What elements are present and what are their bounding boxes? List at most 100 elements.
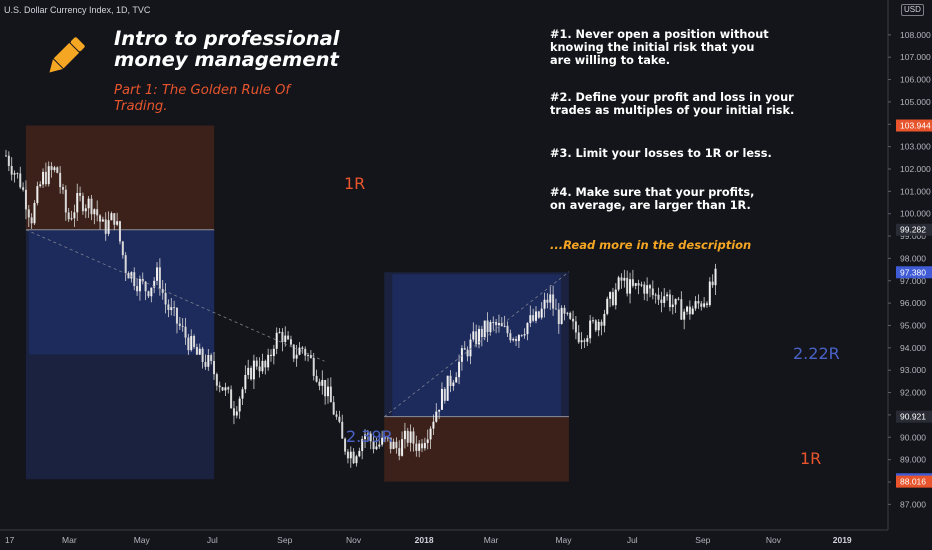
candle-body <box>569 312 572 319</box>
candle-body <box>127 273 130 279</box>
candle-body <box>532 315 535 321</box>
short-trend-line <box>25 229 325 362</box>
candle-body <box>700 303 703 307</box>
candle-body <box>503 325 506 327</box>
y-tick-label: 90.000 <box>900 432 926 442</box>
y-tick-label: 93.000 <box>900 365 926 375</box>
candle-body <box>640 284 643 286</box>
candle-body <box>512 338 515 341</box>
candle-body <box>654 294 657 296</box>
candle-body <box>204 361 207 367</box>
candle-body <box>523 334 526 336</box>
y-tick-label: 98.000 <box>900 253 926 263</box>
candle-body <box>33 203 36 224</box>
y-tick-label: 107.000 <box>900 52 931 62</box>
candle-body <box>423 442 426 449</box>
candle-body <box>167 304 170 310</box>
x-tick-label: Mar <box>62 535 77 545</box>
candle-body <box>574 321 577 333</box>
candle-body <box>153 280 156 288</box>
candle-body <box>626 277 629 294</box>
candle-body <box>113 213 116 225</box>
candle-body <box>395 441 398 449</box>
candle-body <box>543 299 546 309</box>
candle-body <box>161 289 164 293</box>
candle-body <box>147 291 150 297</box>
candle-body <box>403 430 406 440</box>
candle-body <box>210 355 213 361</box>
candle-body <box>13 173 16 175</box>
candle-body <box>375 446 378 450</box>
y-tick-label: 100.000 <box>900 209 931 219</box>
candle-body <box>364 434 367 440</box>
candle-body <box>577 332 580 343</box>
candle-body <box>150 287 153 297</box>
candle-body <box>529 315 532 323</box>
short-risk-label: 1R <box>344 174 366 193</box>
y-tick-label: 102.000 <box>900 164 931 174</box>
candle-body <box>144 281 147 292</box>
candle-body <box>549 294 552 303</box>
y-tick-label: 103.000 <box>900 142 931 152</box>
candle-body <box>73 212 76 219</box>
candle-body <box>386 437 389 439</box>
position-2-risk-zone[interactable] <box>384 416 569 482</box>
candle-body <box>50 166 53 171</box>
y-tick-label: 92.000 <box>900 388 926 398</box>
candle-body <box>198 348 201 355</box>
x-tick-label: May <box>134 535 151 545</box>
candle-body <box>660 299 663 303</box>
x-tick-label: May <box>555 535 572 545</box>
candle-body <box>101 219 104 222</box>
candle-body <box>369 433 372 442</box>
candle-body <box>346 451 349 459</box>
candle-body <box>560 307 563 325</box>
candle-body <box>275 332 278 349</box>
candle-body <box>178 323 181 326</box>
candle-body <box>321 379 324 386</box>
x-tick-label: 2018 <box>415 535 434 545</box>
x-tick-label: 2019 <box>833 535 852 545</box>
candle-body <box>466 349 469 357</box>
y-tick-label: 96.000 <box>900 298 926 308</box>
candle-body <box>478 328 481 345</box>
rule-2: #2. Define your profit and loss in your … <box>550 91 795 117</box>
position-1-risk-zone[interactable] <box>25 125 215 230</box>
candle-body <box>697 301 700 304</box>
rule-3: #3. Limit your losses to 1R or less. <box>550 147 772 160</box>
symbol-title[interactable]: U.S. Dollar Currency Index, 1D, TVC <box>4 5 151 15</box>
candle-body <box>39 184 42 187</box>
candle-body <box>332 402 335 415</box>
candle-body <box>284 335 287 343</box>
y-tick-label: 87.000 <box>900 499 926 509</box>
candle-body <box>335 414 338 417</box>
currency-badge[interactable]: USD <box>901 4 924 16</box>
candle-body <box>683 311 686 320</box>
candle-body <box>247 367 250 375</box>
candle-body <box>495 321 498 326</box>
candle-body <box>7 155 10 166</box>
price-tag-label: 103.944 <box>900 121 931 131</box>
candle-body <box>81 195 84 212</box>
candle-body <box>312 357 315 376</box>
price-tag-label: 97.380 <box>900 267 926 277</box>
candle-body <box>22 187 25 190</box>
candle-body <box>663 296 666 303</box>
y-tick-label: 99.000 <box>900 231 926 241</box>
candle-body <box>224 387 227 391</box>
candle-body <box>714 268 717 286</box>
candle-body <box>648 285 651 289</box>
long-risk-label: 1R <box>800 449 822 468</box>
y-tick-label: 89.000 <box>900 455 926 465</box>
candle-body <box>563 307 566 314</box>
y-tick-label: 108.000 <box>900 30 931 40</box>
candle-body <box>158 267 161 290</box>
x-tick-label: Jul <box>207 535 218 545</box>
candle-body <box>250 367 253 380</box>
candle-body <box>338 416 341 422</box>
long-reward-label: 2.22R <box>793 344 840 363</box>
candle-body <box>515 338 518 342</box>
price-tag <box>896 266 932 279</box>
candle-body <box>138 278 141 292</box>
